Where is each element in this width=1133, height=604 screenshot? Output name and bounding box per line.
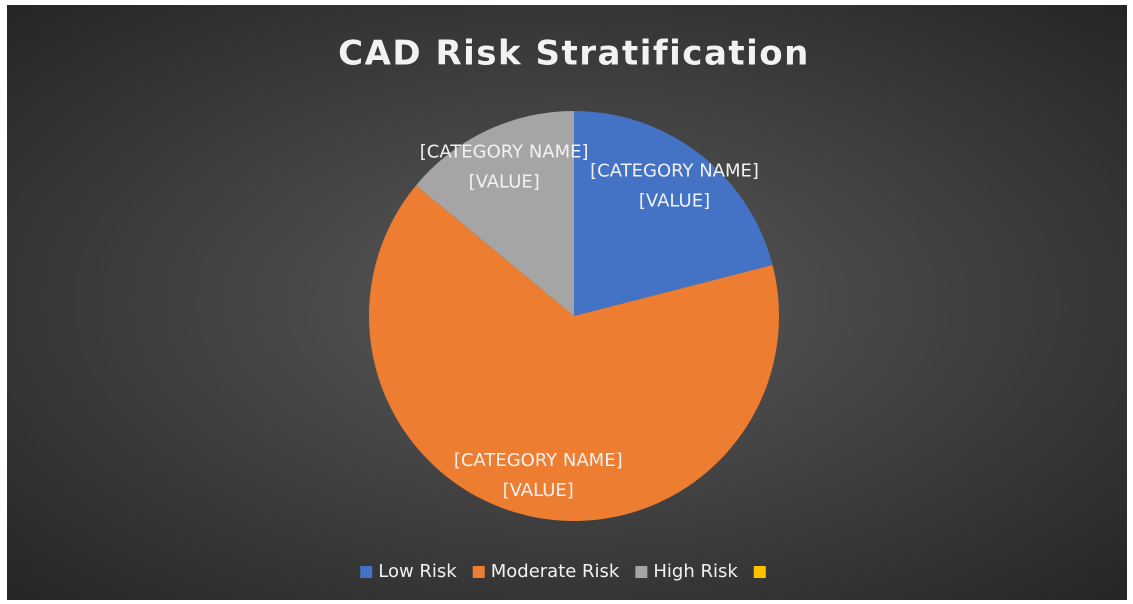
data-label: [CATEGORY NAME] — [420, 142, 589, 163]
data-label: [VALUE] — [503, 480, 574, 501]
data-label: [VALUE] — [639, 190, 710, 211]
pie-slice — [416, 111, 574, 316]
legend-swatch — [472, 566, 485, 578]
legend-label: Moderate Risk — [491, 561, 620, 582]
pie-slice — [368, 185, 779, 522]
pie-slice — [574, 111, 773, 316]
chart-title: CAD Risk Stratification — [338, 34, 810, 74]
legend-swatch — [753, 566, 766, 578]
data-label: [VALUE] — [469, 172, 540, 193]
data-label: [CATEGORY NAME] — [454, 450, 623, 471]
data-label: [CATEGORY NAME] — [590, 160, 759, 181]
legend-swatch — [635, 566, 648, 578]
legend-label: High Risk — [653, 561, 738, 582]
legend-label: Low Risk — [378, 561, 457, 582]
legend-swatch — [360, 566, 373, 578]
